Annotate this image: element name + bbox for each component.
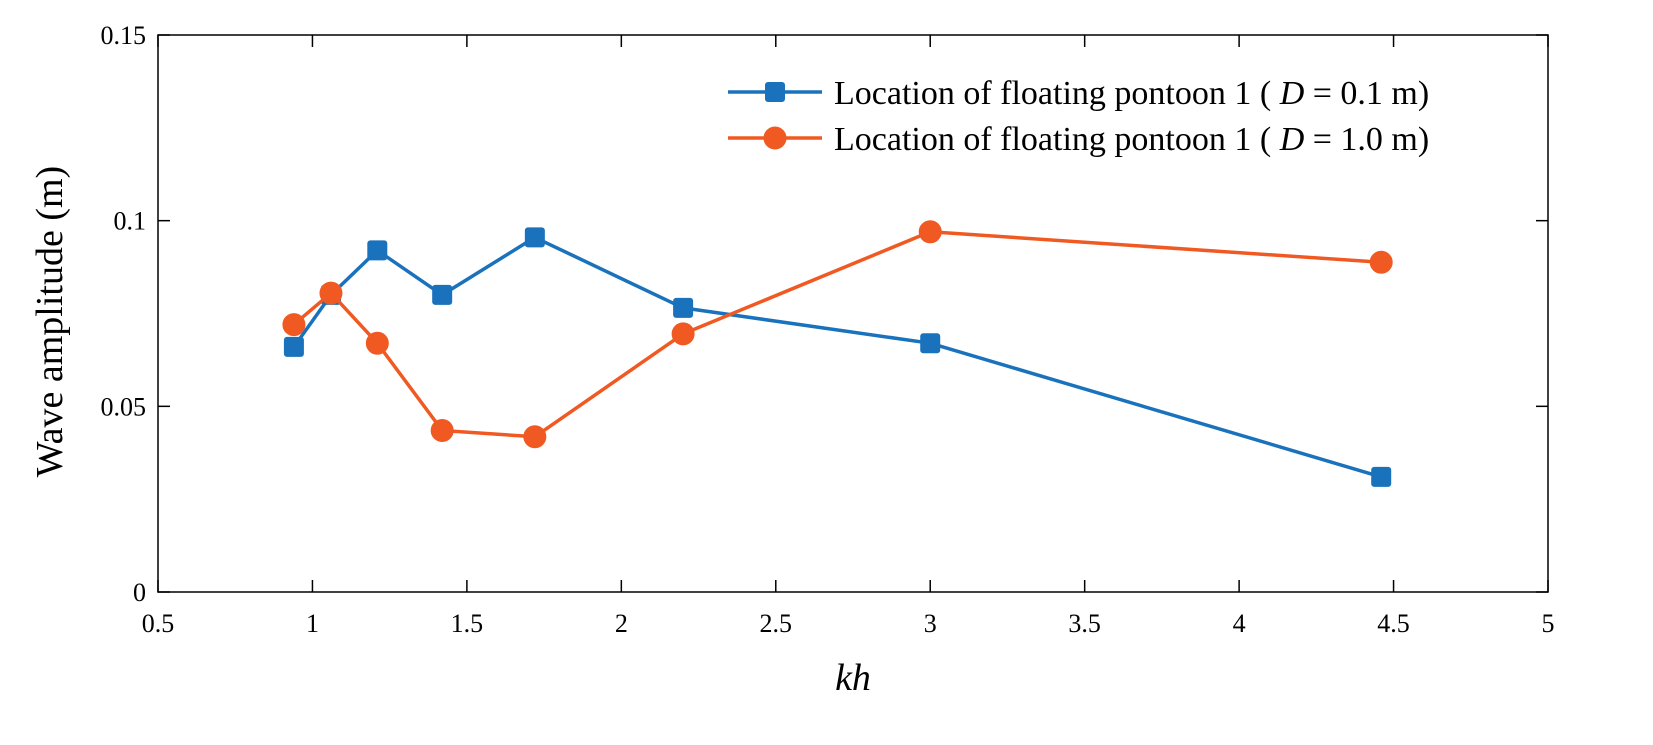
- data-point: [367, 240, 388, 261]
- legend-label: Location of floating pontoon 1 ( D = 0.1…: [834, 75, 1429, 112]
- plot-area-frame: [157, 34, 1549, 593]
- plot-marks: [282, 220, 1393, 487]
- x-tick-label: 5: [1542, 609, 1555, 638]
- legend-entry-1: Location of floating pontoon 1 ( D = 0.1…: [728, 75, 1429, 112]
- y-tick-label: 0.05: [101, 392, 147, 421]
- legend-marker: [763, 126, 787, 150]
- x-tick-label: 1: [306, 609, 319, 638]
- series-2: [282, 220, 1393, 449]
- x-tick-label: 3: [924, 609, 937, 638]
- x-tick-label: 1.5: [451, 609, 484, 638]
- x-tick-label: 0.5: [142, 609, 175, 638]
- data-point: [523, 425, 547, 449]
- data-point: [319, 281, 343, 305]
- y-tick-label: 0: [133, 578, 146, 607]
- data-point: [1371, 466, 1392, 487]
- data-point: [283, 336, 304, 357]
- x-axis-label: kh: [835, 657, 871, 699]
- data-point: [282, 313, 306, 337]
- axis-ticks: 0.5 1 1.5 2 2.5 3 3.5 4 4.5 5 0 0.05 0.1 0.15: [101, 21, 1555, 638]
- data-point: [920, 333, 941, 354]
- legend-entry-2: Location of floating pontoon 1 ( D = 1.0…: [728, 121, 1429, 158]
- x-tick-label: 4.5: [1377, 609, 1410, 638]
- legend-marker: [765, 82, 785, 102]
- x-tick-label: 4: [1233, 609, 1246, 638]
- y-tick-label: 0.1: [114, 207, 147, 236]
- y-axis-label: Wave amplitude (m): [29, 166, 71, 477]
- y-tick-label: 0.15: [101, 21, 147, 50]
- series-line: [292, 235, 1382, 479]
- data-point: [918, 220, 942, 244]
- data-point: [524, 227, 545, 248]
- data-point: [430, 418, 454, 442]
- series-1: [283, 227, 1392, 487]
- data-point: [671, 322, 695, 346]
- x-tick-label: 2.5: [760, 609, 793, 638]
- data-point: [1369, 250, 1393, 274]
- legend: Location of floating pontoon 1 ( D = 0.1…: [728, 75, 1429, 158]
- data-point: [365, 331, 389, 355]
- x-tick-label: 3.5: [1068, 609, 1101, 638]
- data-point: [673, 297, 694, 318]
- x-tick-label: 2: [615, 609, 628, 638]
- legend-label: Location of floating pontoon 1 ( D = 1.0…: [834, 121, 1429, 158]
- series-line: [292, 230, 1382, 439]
- data-point: [432, 284, 453, 305]
